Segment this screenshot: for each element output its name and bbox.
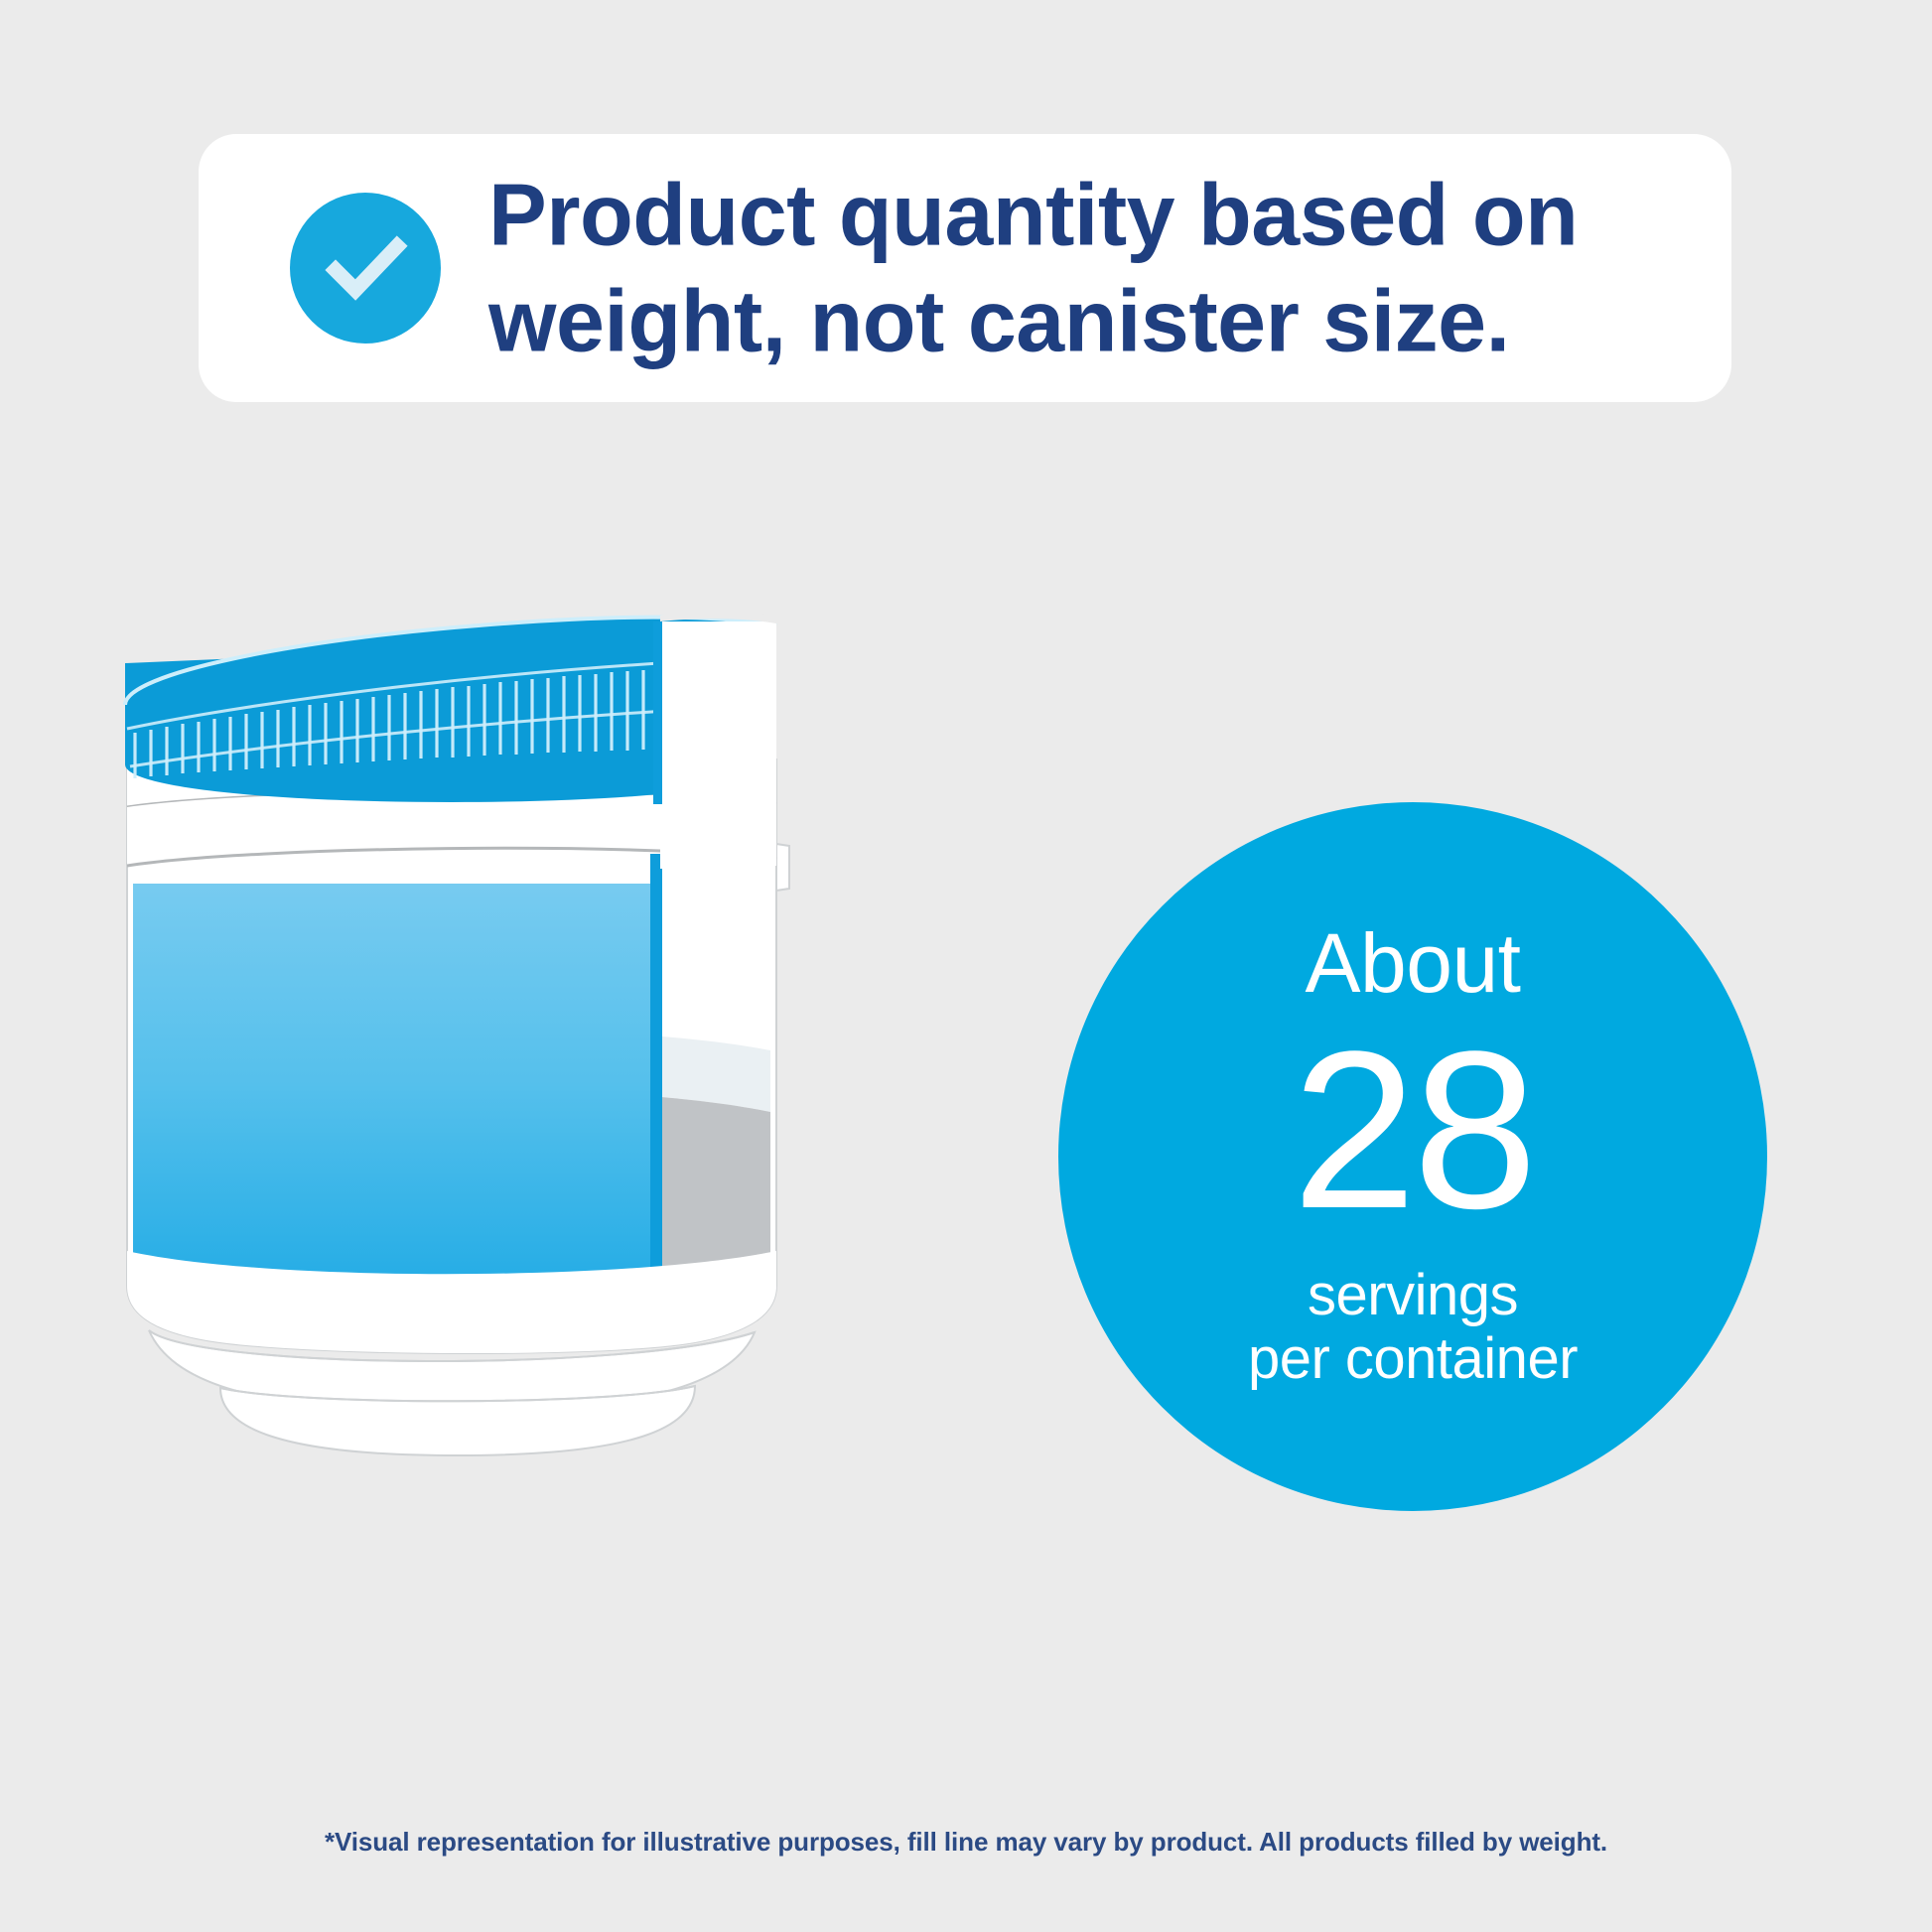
canister-base — [127, 1251, 776, 1457]
servings-badge: About 28 servings per container — [1058, 802, 1767, 1511]
badge-unit-line-1: servings — [1308, 1262, 1518, 1327]
footnote-disclaimer: *Visual representation for illustrative … — [324, 1827, 1608, 1857]
headline-card: Product quantity based on weight, not ca… — [199, 134, 1731, 402]
lid-ribs — [133, 669, 661, 778]
page-title: Product quantity based on weight, not ca… — [488, 165, 1579, 370]
badge-unit-label: servings per container — [1247, 1262, 1579, 1393]
badge-servings-count: 28 — [1292, 1003, 1537, 1255]
canister-label — [133, 854, 662, 1344]
check-circle-icon — [290, 193, 441, 344]
badge-unit-line-2: per container — [1247, 1326, 1579, 1392]
canister-lid — [123, 613, 777, 804]
canister-illustration — [0, 556, 1033, 1549]
badge-about-label: About — [1305, 915, 1521, 1010]
